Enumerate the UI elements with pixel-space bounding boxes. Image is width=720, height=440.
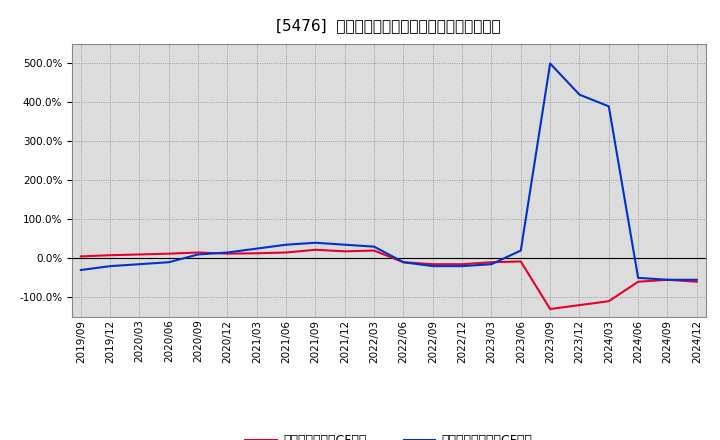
有利子負債フリーCF比率: [663, 277, 672, 282]
有利子負債営業CF比率: [106, 253, 114, 258]
有利子負債営業CF比率: [693, 279, 701, 284]
有利子負債営業CF比率: [428, 261, 437, 267]
Legend: 有利子負債営業CF比率, 有利子負債フリーCF比率: 有利子負債営業CF比率, 有利子負債フリーCF比率: [240, 429, 537, 440]
有利子負債フリーCF比率: [634, 275, 642, 280]
有利子負債フリーCF比率: [106, 264, 114, 269]
有利子負債フリーCF比率: [341, 242, 349, 247]
有利子負債フリーCF比率: [575, 92, 584, 97]
有利子負債フリーCF比率: [76, 268, 85, 273]
有利子負債フリーCF比率: [135, 261, 144, 267]
有利子負債営業CF比率: [487, 260, 496, 265]
有利子負債フリーCF比率: [370, 244, 379, 249]
有利子負債フリーCF比率: [487, 261, 496, 267]
有利子負債営業CF比率: [605, 299, 613, 304]
Line: 有利子負債営業CF比率: 有利子負債営業CF比率: [81, 250, 697, 309]
有利子負債営業CF比率: [164, 251, 173, 257]
有利子負債営業CF比率: [399, 260, 408, 265]
有利子負債フリーCF比率: [693, 277, 701, 282]
有利子負債フリーCF比率: [399, 260, 408, 265]
Line: 有利子負債フリーCF比率: 有利子負債フリーCF比率: [81, 63, 697, 280]
有利子負債フリーCF比率: [546, 61, 554, 66]
有利子負債営業CF比率: [253, 251, 261, 256]
有利子負債営業CF比率: [516, 259, 525, 264]
有利子負債営業CF比率: [458, 261, 467, 267]
有利子負債営業CF比率: [341, 249, 349, 254]
有利子負債フリーCF比率: [311, 240, 320, 246]
有利子負債営業CF比率: [370, 248, 379, 253]
有利子負債営業CF比率: [194, 250, 202, 255]
有利子負債フリーCF比率: [253, 246, 261, 251]
有利子負債フリーCF比率: [282, 242, 290, 247]
有利子負債フリーCF比率: [428, 264, 437, 269]
有利子負債フリーCF比率: [458, 264, 467, 269]
有利子負債営業CF比率: [575, 302, 584, 308]
有利子負債営業CF比率: [311, 247, 320, 253]
有利子負債フリーCF比率: [223, 250, 232, 255]
有利子負債フリーCF比率: [194, 252, 202, 257]
有利子負債営業CF比率: [663, 277, 672, 282]
有利子負債フリーCF比率: [605, 104, 613, 109]
有利子負債フリーCF比率: [164, 260, 173, 265]
有利子負債営業CF比率: [223, 251, 232, 257]
有利子負債営業CF比率: [634, 279, 642, 284]
Title: [5476]  有利子負債キャッシュフロー比率の推移: [5476] 有利子負債キャッシュフロー比率の推移: [276, 18, 501, 33]
有利子負債営業CF比率: [76, 254, 85, 259]
有利子負債営業CF比率: [546, 306, 554, 312]
有利子負債営業CF比率: [282, 250, 290, 255]
有利子負債営業CF比率: [135, 252, 144, 257]
有利子負債フリーCF比率: [516, 248, 525, 253]
